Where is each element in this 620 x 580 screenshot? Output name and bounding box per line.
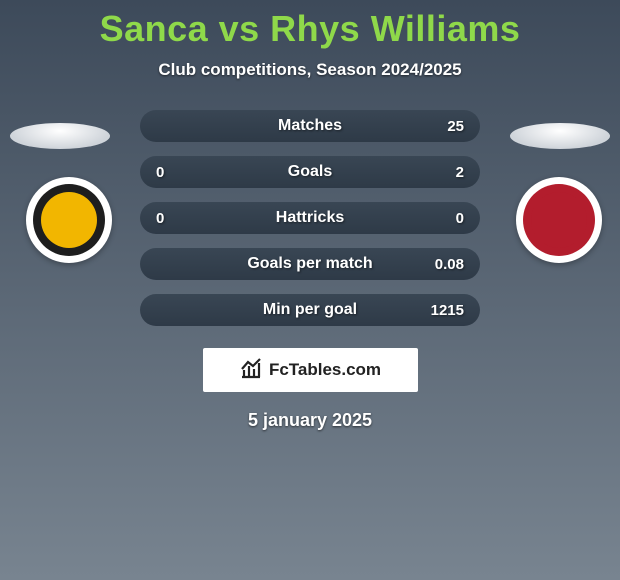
stat-right-value: 0 bbox=[456, 210, 464, 227]
stat-row-goals: 0 Goals 2 bbox=[140, 156, 480, 188]
stat-label: Goals bbox=[288, 163, 332, 181]
club-crest-left bbox=[26, 177, 112, 263]
stat-right-value: 25 bbox=[447, 118, 464, 135]
club-crest-right bbox=[516, 177, 602, 263]
comparison-card: Sanca vs Rhys Williams Club competitions… bbox=[0, 0, 620, 580]
stat-right-value: 1215 bbox=[431, 302, 464, 319]
stat-row-mpg: Min per goal 1215 bbox=[140, 294, 480, 326]
stat-right-value: 2 bbox=[456, 164, 464, 181]
player-disc-left bbox=[10, 123, 110, 149]
crest-left-core bbox=[41, 192, 97, 248]
brand-text: FcTables.com bbox=[269, 360, 381, 380]
stats-rows: Matches 25 0 Goals 2 0 Hattricks 0 Goals… bbox=[140, 110, 480, 326]
player-disc-right bbox=[510, 123, 610, 149]
stat-row-hattricks: 0 Hattricks 0 bbox=[140, 202, 480, 234]
crest-right-ring bbox=[523, 184, 595, 256]
stat-left-value: 0 bbox=[156, 210, 164, 227]
chart-icon bbox=[239, 356, 263, 385]
crest-right-core bbox=[531, 192, 587, 248]
brand-badge: FcTables.com bbox=[203, 348, 418, 392]
stat-label: Matches bbox=[278, 117, 342, 135]
stat-label: Hattricks bbox=[276, 209, 344, 227]
stat-left-value: 0 bbox=[156, 164, 164, 181]
season-subtitle: Club competitions, Season 2024/2025 bbox=[0, 60, 620, 80]
stat-label: Min per goal bbox=[263, 301, 357, 319]
stat-right-value: 0.08 bbox=[435, 256, 464, 273]
date-label: 5 january 2025 bbox=[0, 410, 620, 431]
stat-row-matches: Matches 25 bbox=[140, 110, 480, 142]
stat-label: Goals per match bbox=[247, 255, 372, 273]
crest-left-ring bbox=[33, 184, 105, 256]
stat-row-gpm: Goals per match 0.08 bbox=[140, 248, 480, 280]
page-title: Sanca vs Rhys Williams bbox=[0, 0, 620, 50]
